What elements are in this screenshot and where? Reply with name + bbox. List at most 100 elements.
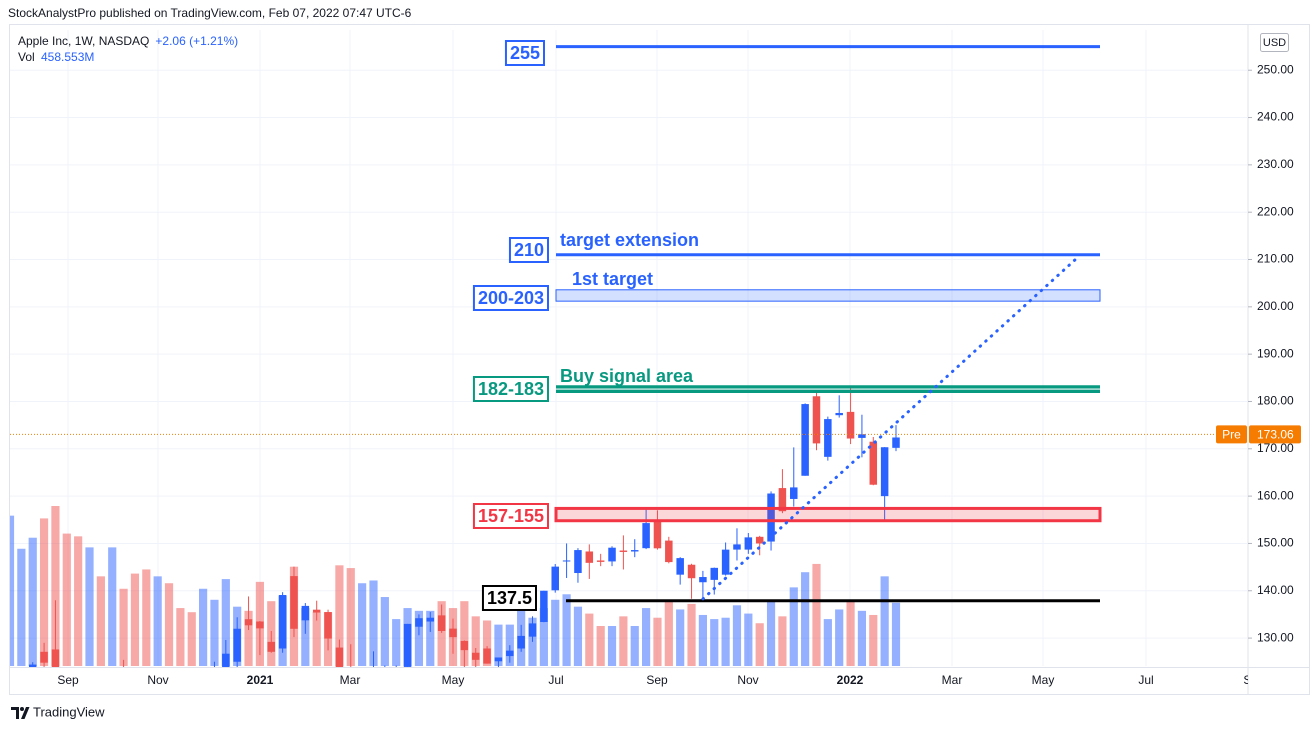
pre-tag: Pre	[1222, 427, 1241, 441]
y-tick-label: 240.00	[1257, 110, 1294, 124]
y-tick-label: 140.00	[1257, 583, 1294, 597]
volume-bar	[62, 533, 71, 666]
brand-name: TradingView	[33, 704, 105, 719]
currency-label[interactable]: USD	[1263, 37, 1286, 49]
candle-body	[585, 551, 594, 563]
volume-bar	[108, 547, 117, 666]
volume-bar	[28, 537, 37, 666]
candle-body	[222, 653, 230, 667]
volume-bar	[482, 620, 492, 666]
volume-bar	[846, 601, 855, 666]
volume-title: Vol	[18, 50, 35, 64]
candle-body	[233, 628, 241, 662]
volume-bar	[199, 588, 208, 666]
price-tag: 173.06	[1257, 427, 1294, 441]
currency-box[interactable]	[1260, 33, 1289, 52]
pre-tag-box	[1216, 425, 1247, 444]
candle-body	[278, 595, 287, 649]
volume-bar	[710, 619, 719, 666]
y-tick-label: 250.00	[1257, 62, 1294, 76]
volume-bar	[130, 573, 140, 666]
candle-body	[744, 537, 753, 550]
volume-bar	[642, 608, 651, 666]
level-label: 157-155	[478, 506, 544, 526]
volume-bar	[698, 614, 707, 666]
candle-body	[880, 447, 889, 497]
level-label-box	[472, 285, 549, 311]
candle-body	[630, 550, 639, 552]
time-axis: Sep Nov 2021 Mar May Jul Sep Nov 2022 Mar May Jul Se…	[57, 673, 1248, 687]
x-tick-label: May	[1032, 673, 1055, 687]
candle-body	[562, 560, 571, 562]
candle-body	[721, 549, 730, 575]
volume-bar	[857, 610, 867, 666]
y-tick-label: 190.00	[1257, 346, 1294, 360]
level-band	[554, 506, 1102, 523]
candle-body	[608, 547, 616, 562]
x-tick-label: Nov	[147, 673, 168, 687]
candle-body	[528, 623, 537, 637]
volume-bar	[755, 623, 764, 666]
volume-bar	[39, 518, 49, 666]
y-tick-label: 210.00	[1257, 252, 1294, 266]
candle-body	[471, 652, 480, 660]
candle-body	[892, 437, 900, 448]
level-label-box	[481, 585, 537, 611]
volume-bar	[630, 626, 639, 666]
level-label: 255	[510, 43, 540, 63]
volume-bar	[823, 619, 832, 666]
chart-frame	[9, 24, 1310, 695]
candle-body	[687, 564, 696, 579]
candle-body	[517, 635, 525, 649]
level-band	[556, 386, 1100, 392]
volume-bar	[676, 609, 685, 666]
candle-body	[642, 523, 650, 549]
level-note: Buy signal area	[560, 366, 694, 386]
volume-value: 458.553M	[41, 50, 94, 64]
volume-bar	[85, 547, 94, 666]
x-tick-label: Sep	[646, 673, 668, 687]
candle-body	[244, 619, 253, 626]
candle-body	[324, 612, 332, 639]
volume-bar	[426, 610, 435, 666]
candle-body	[460, 640, 469, 651]
volume-bar	[585, 613, 594, 666]
candle-body	[778, 488, 787, 512]
volume-bar	[607, 626, 617, 666]
y-tick-label: 200.00	[1257, 299, 1294, 313]
volume-bar	[164, 583, 174, 666]
level-label-box	[508, 237, 549, 263]
volume-bar	[187, 612, 196, 666]
volume-bar	[358, 583, 367, 666]
volume-bar	[17, 548, 26, 666]
candle-body	[710, 567, 719, 580]
candle-body	[51, 649, 60, 667]
volume-bar	[891, 602, 901, 666]
candle-body	[301, 605, 310, 621]
volume-bar	[51, 506, 60, 666]
x-tick-label: Jul	[548, 673, 563, 687]
price-change: +2.06 (+1.21%)	[155, 34, 238, 48]
candle-body	[619, 550, 628, 552]
level-label-box	[472, 503, 549, 529]
level-note: 1st target	[572, 269, 653, 289]
volume-bar	[619, 616, 628, 666]
publisher-line: StockAnalystPro published on TradingView…	[8, 6, 412, 20]
volume-bar	[573, 606, 583, 666]
level-band	[555, 289, 1101, 302]
volume-bar	[10, 515, 15, 666]
annotations: 255 210 target extension 200-203 1st target 1…	[10, 40, 1248, 611]
volume-bar	[812, 563, 821, 666]
volume-bar	[778, 616, 787, 666]
volume-bar	[335, 565, 344, 666]
x-tick-label: 2021	[247, 673, 274, 687]
volume-bar	[392, 619, 401, 666]
y-tick-label: 170.00	[1257, 441, 1294, 455]
volume-bar	[801, 572, 810, 666]
candle-body	[790, 487, 798, 499]
x-tick-label: Nov	[737, 673, 758, 687]
volume-bar	[244, 610, 253, 666]
volume-bar	[301, 608, 310, 666]
candle-body	[426, 617, 435, 622]
